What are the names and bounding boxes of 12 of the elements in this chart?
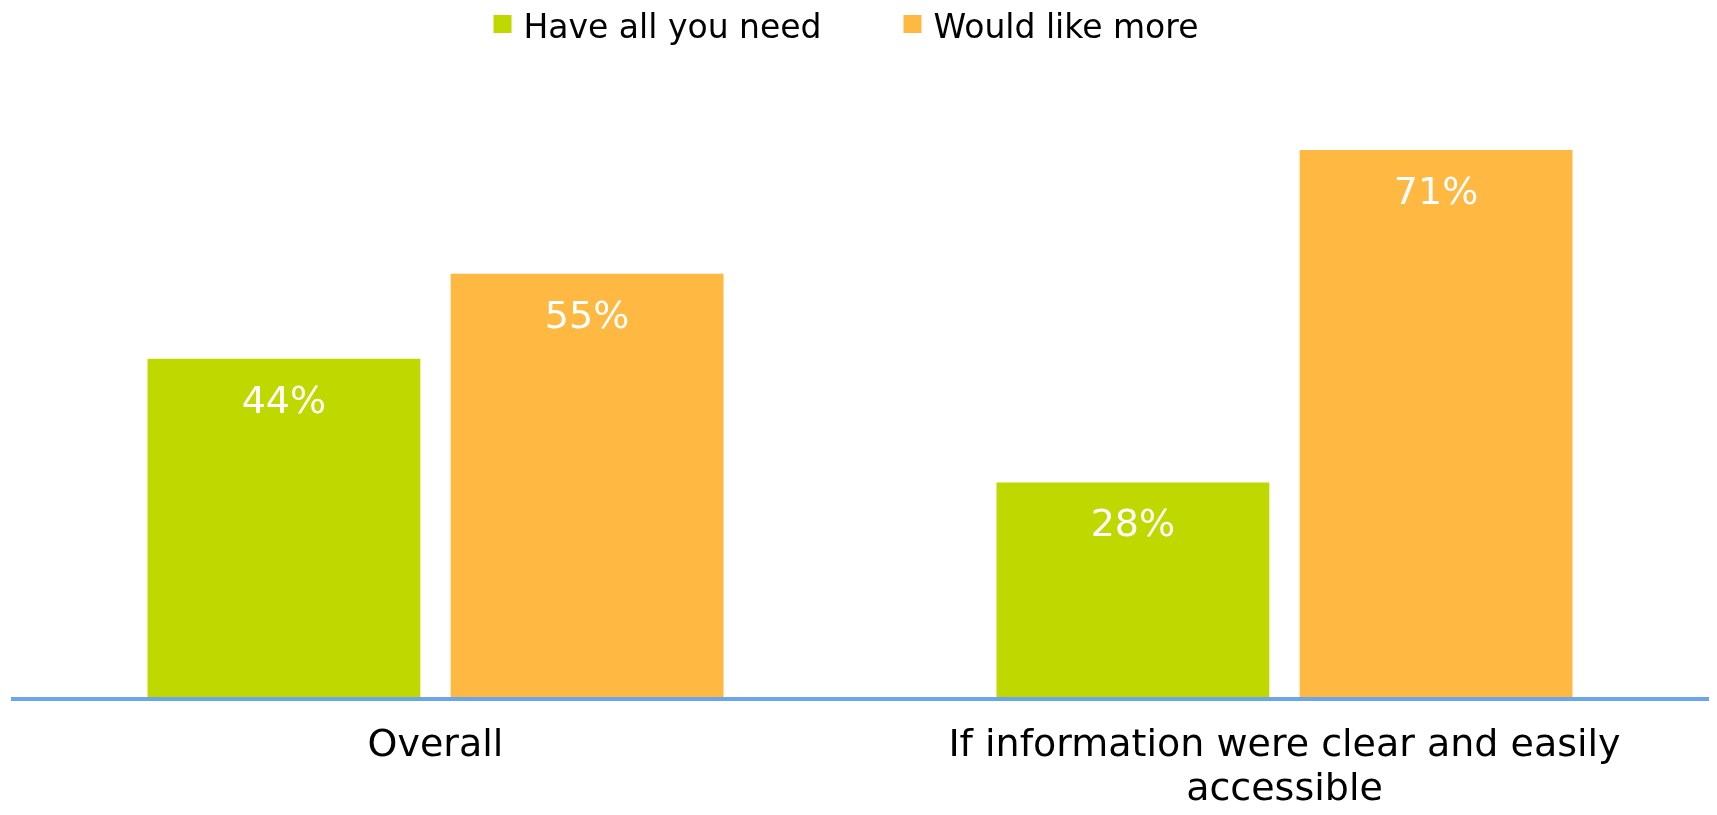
bar [147,358,421,699]
bar [1299,150,1573,699]
legend-label: Would like more [933,7,1199,46]
data-label: 28% [1090,501,1176,546]
data-label: 55% [544,292,630,337]
data-label: 44% [241,377,327,422]
bar [450,273,724,699]
x-tick-label: If information were clear and easily accessible [948,721,1621,809]
bar [996,482,1270,699]
x-tick-label: Overall [367,721,504,765]
legend-label: Have all you need [523,7,822,46]
data-label: 71% [1393,169,1479,213]
